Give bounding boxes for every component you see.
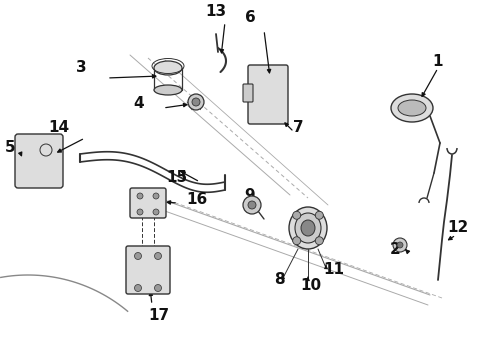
- FancyBboxPatch shape: [126, 246, 170, 294]
- Circle shape: [154, 284, 162, 292]
- Circle shape: [315, 237, 323, 245]
- FancyBboxPatch shape: [243, 84, 253, 102]
- Text: 13: 13: [205, 4, 226, 19]
- Circle shape: [192, 98, 200, 106]
- Circle shape: [134, 252, 142, 260]
- Circle shape: [315, 211, 323, 219]
- Text: 16: 16: [186, 193, 207, 207]
- Circle shape: [293, 237, 301, 245]
- FancyBboxPatch shape: [130, 188, 166, 218]
- Circle shape: [154, 252, 162, 260]
- FancyBboxPatch shape: [248, 65, 288, 124]
- Circle shape: [153, 209, 159, 215]
- Text: 6: 6: [245, 10, 256, 26]
- Text: 3: 3: [76, 60, 87, 76]
- Circle shape: [134, 284, 142, 292]
- Circle shape: [137, 209, 143, 215]
- Circle shape: [248, 201, 256, 209]
- Ellipse shape: [289, 207, 327, 249]
- Text: 5: 5: [5, 140, 16, 156]
- Text: 2: 2: [390, 242, 401, 256]
- Ellipse shape: [154, 61, 182, 75]
- Ellipse shape: [295, 213, 321, 243]
- Circle shape: [397, 242, 403, 248]
- Text: 9: 9: [244, 188, 255, 202]
- Text: 8: 8: [274, 273, 285, 288]
- Circle shape: [137, 193, 143, 199]
- Text: 17: 17: [148, 309, 169, 324]
- Text: 10: 10: [300, 279, 321, 293]
- Circle shape: [393, 238, 407, 252]
- Text: 1: 1: [432, 54, 442, 69]
- Circle shape: [188, 94, 204, 110]
- Ellipse shape: [398, 100, 426, 116]
- Text: 11: 11: [323, 262, 344, 278]
- FancyBboxPatch shape: [15, 134, 63, 188]
- Text: 4: 4: [133, 95, 144, 111]
- Circle shape: [293, 211, 301, 219]
- Ellipse shape: [154, 85, 182, 95]
- Circle shape: [153, 193, 159, 199]
- Ellipse shape: [301, 220, 315, 236]
- Circle shape: [243, 196, 261, 214]
- Text: 12: 12: [447, 220, 468, 235]
- Text: 15: 15: [166, 171, 187, 185]
- Ellipse shape: [391, 94, 433, 122]
- Text: 7: 7: [293, 121, 304, 135]
- Text: 14: 14: [48, 121, 69, 135]
